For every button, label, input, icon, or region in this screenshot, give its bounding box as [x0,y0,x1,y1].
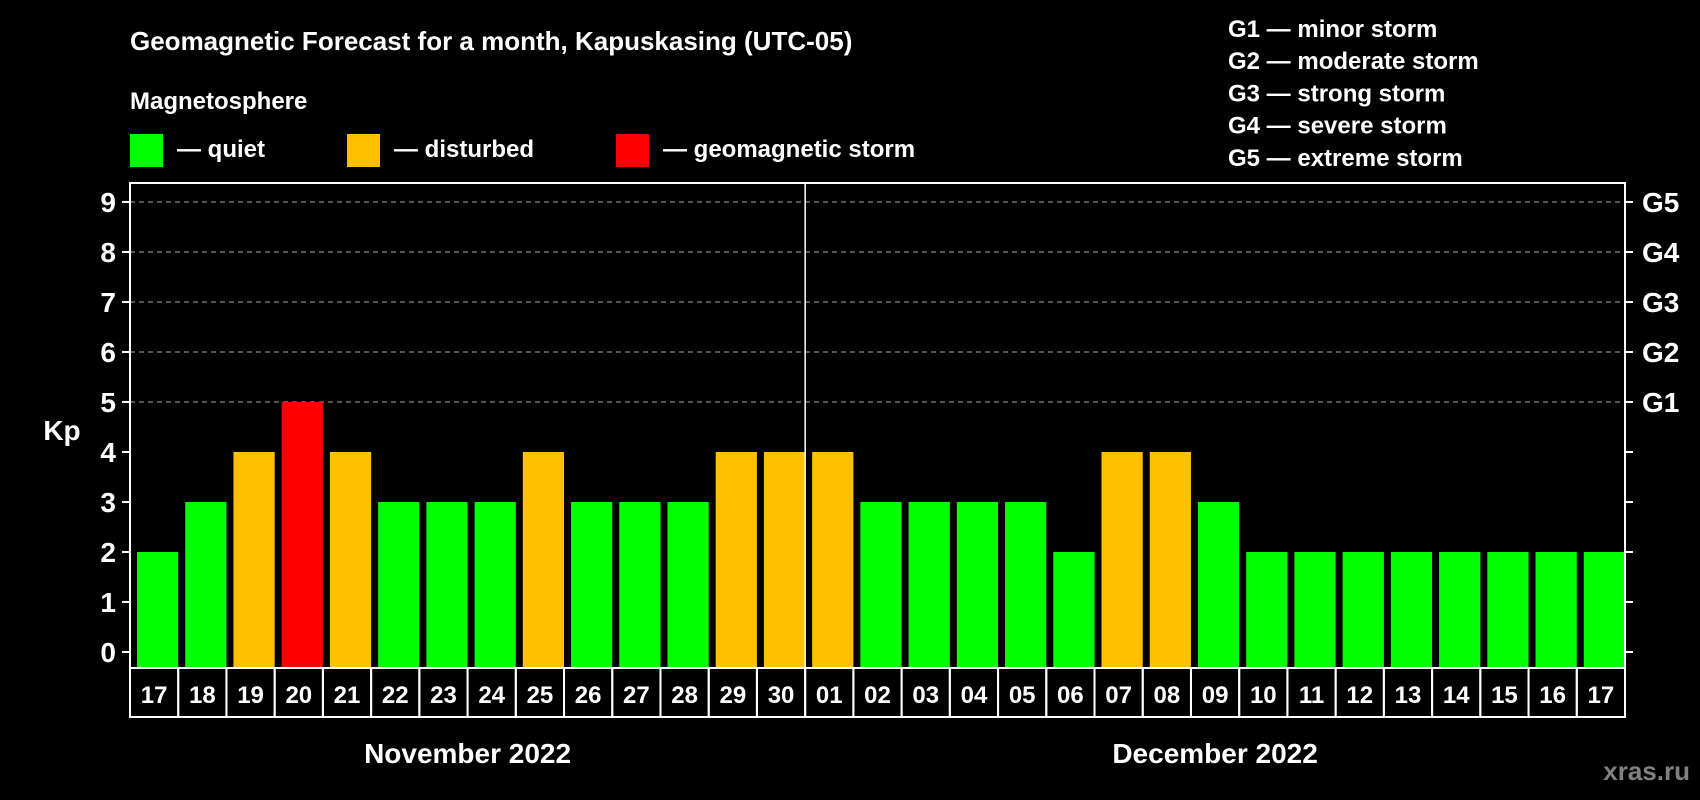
y-tick-label: 7 [100,287,116,318]
y-tick-label: 6 [100,337,116,368]
storm-level-item: G1 — minor storm [1228,16,1437,43]
month-label: December 2022 [1112,738,1317,769]
x-tick-label: 04 [961,682,988,709]
x-tick-label: 06 [1057,682,1084,709]
watermark: xras.ru [1603,756,1690,786]
legend-label: — geomagnetic storm [663,136,915,163]
g-scale-label: G4 [1642,237,1680,268]
storm-level-item: G3 — strong storm [1228,80,1445,107]
y-tick-label: 0 [100,637,116,668]
kp-bar [1294,552,1336,668]
x-tick-label: 14 [1443,682,1470,709]
kp-bar [426,502,468,668]
kp-bar [378,502,420,668]
kp-bar [1053,552,1095,668]
g-scale-label: G1 [1642,387,1679,418]
legend-swatch [130,134,163,167]
kp-bar [667,502,709,668]
month-label: November 2022 [364,738,571,769]
x-tick-label: 20 [285,682,312,709]
kp-bar [281,402,323,668]
y-tick-label: 5 [100,387,116,418]
x-tick-label: 26 [575,682,602,709]
y-tick-label: 9 [100,187,116,218]
legend-label: — disturbed [394,136,534,163]
x-tick-label: 29 [719,682,746,709]
x-tick-label: 17 [141,682,168,709]
g-scale-label: G2 [1642,337,1679,368]
x-tick-label: 05 [1009,682,1036,709]
legend: — quiet — disturbed — geomagnetic storm [130,134,915,167]
kp-bar [1535,552,1577,668]
x-tick-label: 15 [1491,682,1518,709]
kp-bar [1342,552,1384,668]
kp-bar [908,502,950,668]
kp-bar [1246,552,1288,668]
x-tick-label: 11 [1299,682,1324,709]
legend-swatch [616,134,649,167]
kp-bar [474,502,516,668]
kp-bar [860,502,902,668]
y-tick-label: 4 [100,437,116,468]
kp-bar [812,452,854,668]
x-tick-label: 27 [623,682,650,709]
storm-level-item: G2 — moderate storm [1228,48,1479,75]
g-scale-label: G5 [1642,187,1679,218]
kp-bar [1390,552,1433,668]
kp-bar [763,452,806,668]
y-tick-label: 3 [100,487,116,518]
chart-title: Geomagnetic Forecast for a month, Kapusk… [130,26,852,56]
x-tick-label: 09 [1202,682,1229,709]
x-tick-label: 24 [478,682,505,709]
kp-bar [185,502,227,668]
storm-levels-legend: G1 — minor storm G2 — moderate storm G3 — … [1228,16,1479,172]
y-tick-label: 1 [100,587,116,618]
x-tick-label: 07 [1105,682,1132,709]
kp-bar [137,552,179,668]
kp-bar [956,502,999,668]
kp-bar [1583,552,1625,668]
x-tick-label: 23 [430,682,457,709]
x-tick-label: 28 [671,682,698,709]
kp-bar [329,452,372,668]
kp-bar [619,502,661,668]
x-tick-label: 12 [1346,682,1373,709]
x-tick-label: 01 [816,682,843,709]
legend-label: — quiet [177,136,265,163]
x-tick-label: 17 [1588,682,1615,709]
kp-bar [1487,552,1529,668]
kp-bar [522,452,565,668]
x-tick-label: 02 [864,682,891,709]
x-tick-label: 22 [382,682,409,709]
kp-bar [233,452,275,668]
kp-bar [715,452,757,668]
kp-bar [1197,502,1240,668]
x-tick-label: 08 [1154,682,1181,709]
x-tick-label: 16 [1539,682,1566,709]
legend-swatch [347,134,380,167]
x-tick-label: 30 [768,682,795,709]
x-tick-label: 18 [189,682,216,709]
x-tick-label: 25 [527,682,554,709]
y-axis-label: Kp [43,415,80,446]
y-tick-label: 2 [100,537,116,568]
x-tick-label: 03 [912,682,939,709]
x-tick-label: 21 [334,682,361,709]
y-tick-label: 8 [100,237,116,268]
x-tick-label: 13 [1395,682,1422,709]
kp-bar [1149,452,1191,668]
x-tick-label: 19 [237,682,264,709]
kp-bar [1439,552,1481,668]
g-scale-label: G3 [1642,287,1679,318]
kp-bar [571,502,613,668]
storm-level-item: G5 — extreme storm [1228,145,1463,172]
storm-level-item: G4 — severe storm [1228,113,1447,140]
legend-heading: Magnetosphere [130,88,307,115]
kp-bar [1101,452,1143,668]
kp-bar [1005,502,1047,668]
date-cell [1575,667,1626,718]
x-tick-label: 10 [1250,682,1277,709]
